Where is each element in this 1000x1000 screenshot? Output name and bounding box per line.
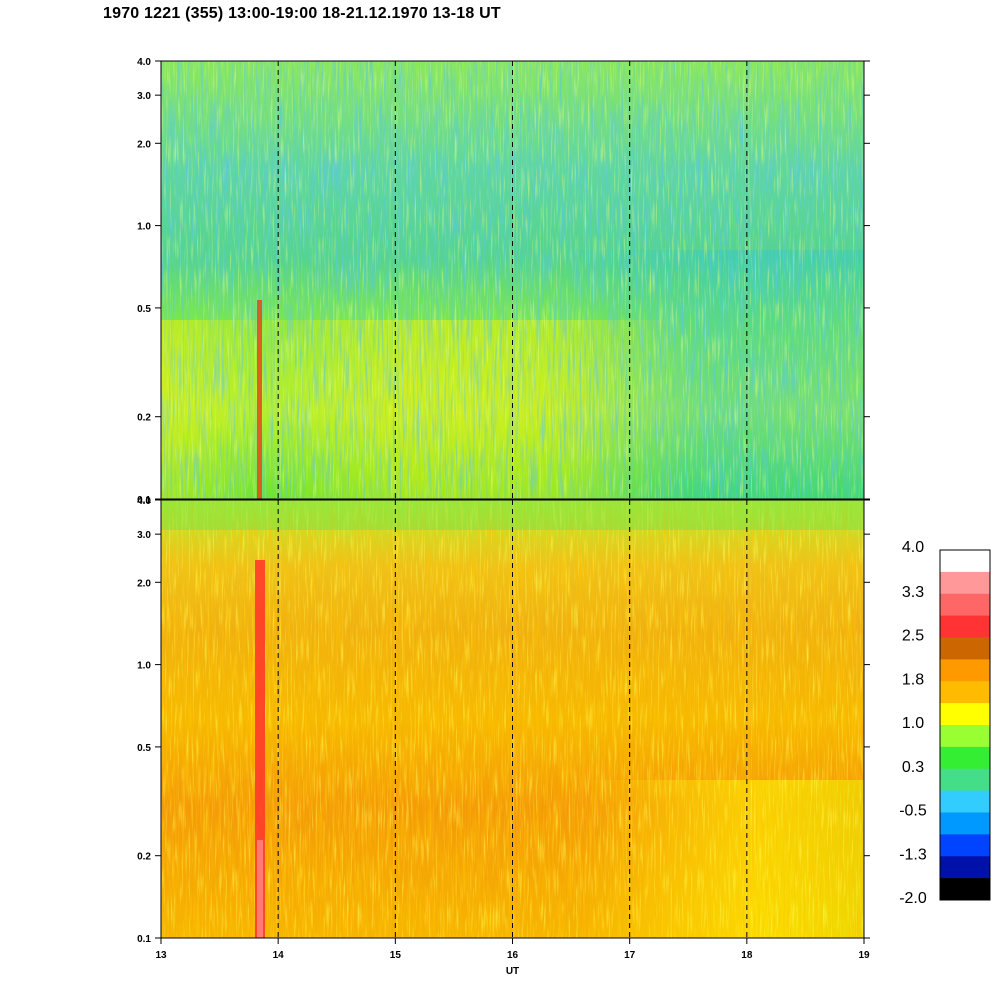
chart-title: 1970 1221 (355) 13:00-19:00 18-21.12.197…: [103, 5, 501, 22]
x-tick-label: 18: [741, 950, 753, 961]
colorbar-swatch: [940, 878, 990, 901]
colorbar-label: 0.3: [902, 759, 924, 776]
colorbar-swatch: [940, 637, 990, 660]
y-tick-label: 0.5: [137, 304, 151, 315]
colorbar-swatch: [940, 768, 990, 792]
colorbar-swatch: [940, 856, 990, 879]
y-tick-label: 2.0: [137, 578, 151, 589]
y-tick-label: 4.0: [137, 57, 151, 68]
y-tick-label: 0.2: [137, 852, 151, 863]
colorbar-label: -2.0: [899, 890, 927, 907]
colorbar-label: 2.5: [902, 628, 924, 645]
colorbar-label: 1.0: [902, 715, 924, 732]
colorbar-swatch: [940, 615, 990, 638]
colorbar-label: 1.8: [902, 671, 924, 688]
bottom-red-band: [255, 560, 265, 938]
y-tick-label: 1.0: [137, 661, 151, 672]
bottom-red-band-core: [257, 840, 263, 938]
x-tick-label: 19: [858, 950, 870, 961]
colorbar-swatch: [940, 746, 990, 770]
x-tick-label: 13: [155, 950, 167, 961]
panel-frame-0: [160, 60, 865, 500]
axes-layer: 0.10.20.51.02.03.04.00.10.20.51.02.03.04…: [137, 57, 870, 977]
colorbar-label: 3.3: [902, 584, 924, 601]
colorbar-swatch: [940, 681, 990, 704]
y-tick-label: 2.0: [137, 139, 151, 150]
x-tick-label: 14: [273, 950, 285, 961]
y-tick-label: 0.1: [137, 495, 151, 506]
x-tick-label: 17: [624, 950, 636, 961]
colorbar-swatch: [940, 571, 990, 595]
y-tick-label: 4.0: [137, 496, 151, 507]
y-tick-label: 0.2: [137, 413, 151, 424]
colorbar: 4.0 3.3 2.5 1.8 1.0 0.3 -0.5 -1.3 -2.0: [899, 539, 991, 907]
y-tick-label: 1.0: [137, 222, 151, 233]
colorbar-frame: [939, 549, 991, 901]
colorbar-swatch: [940, 659, 990, 682]
top-red-band: [257, 300, 262, 499]
colorbar-label: -0.5: [899, 803, 927, 820]
y-tick-label: 0.5: [137, 743, 151, 754]
colorbar-swatch: [940, 834, 990, 857]
colorbar-swatch: [940, 725, 990, 748]
colorbar-swatch: [940, 593, 990, 617]
x-tick-label: 15: [390, 950, 402, 961]
colorbar-swatch: [940, 703, 990, 726]
x-axis-label: UT: [506, 966, 519, 977]
colorbar-swatch: [940, 812, 990, 835]
colorbar-label: 4.0: [902, 539, 924, 556]
y-tick-label: 3.0: [137, 91, 151, 102]
colorbar-swatch: [940, 790, 990, 813]
y-tick-label: 3.0: [137, 530, 151, 541]
colorbar-label: -1.3: [899, 846, 927, 863]
y-tick-label: 0.1: [137, 934, 151, 945]
x-tick-label: 16: [507, 950, 519, 961]
colorbar-swatch: [940, 550, 990, 573]
